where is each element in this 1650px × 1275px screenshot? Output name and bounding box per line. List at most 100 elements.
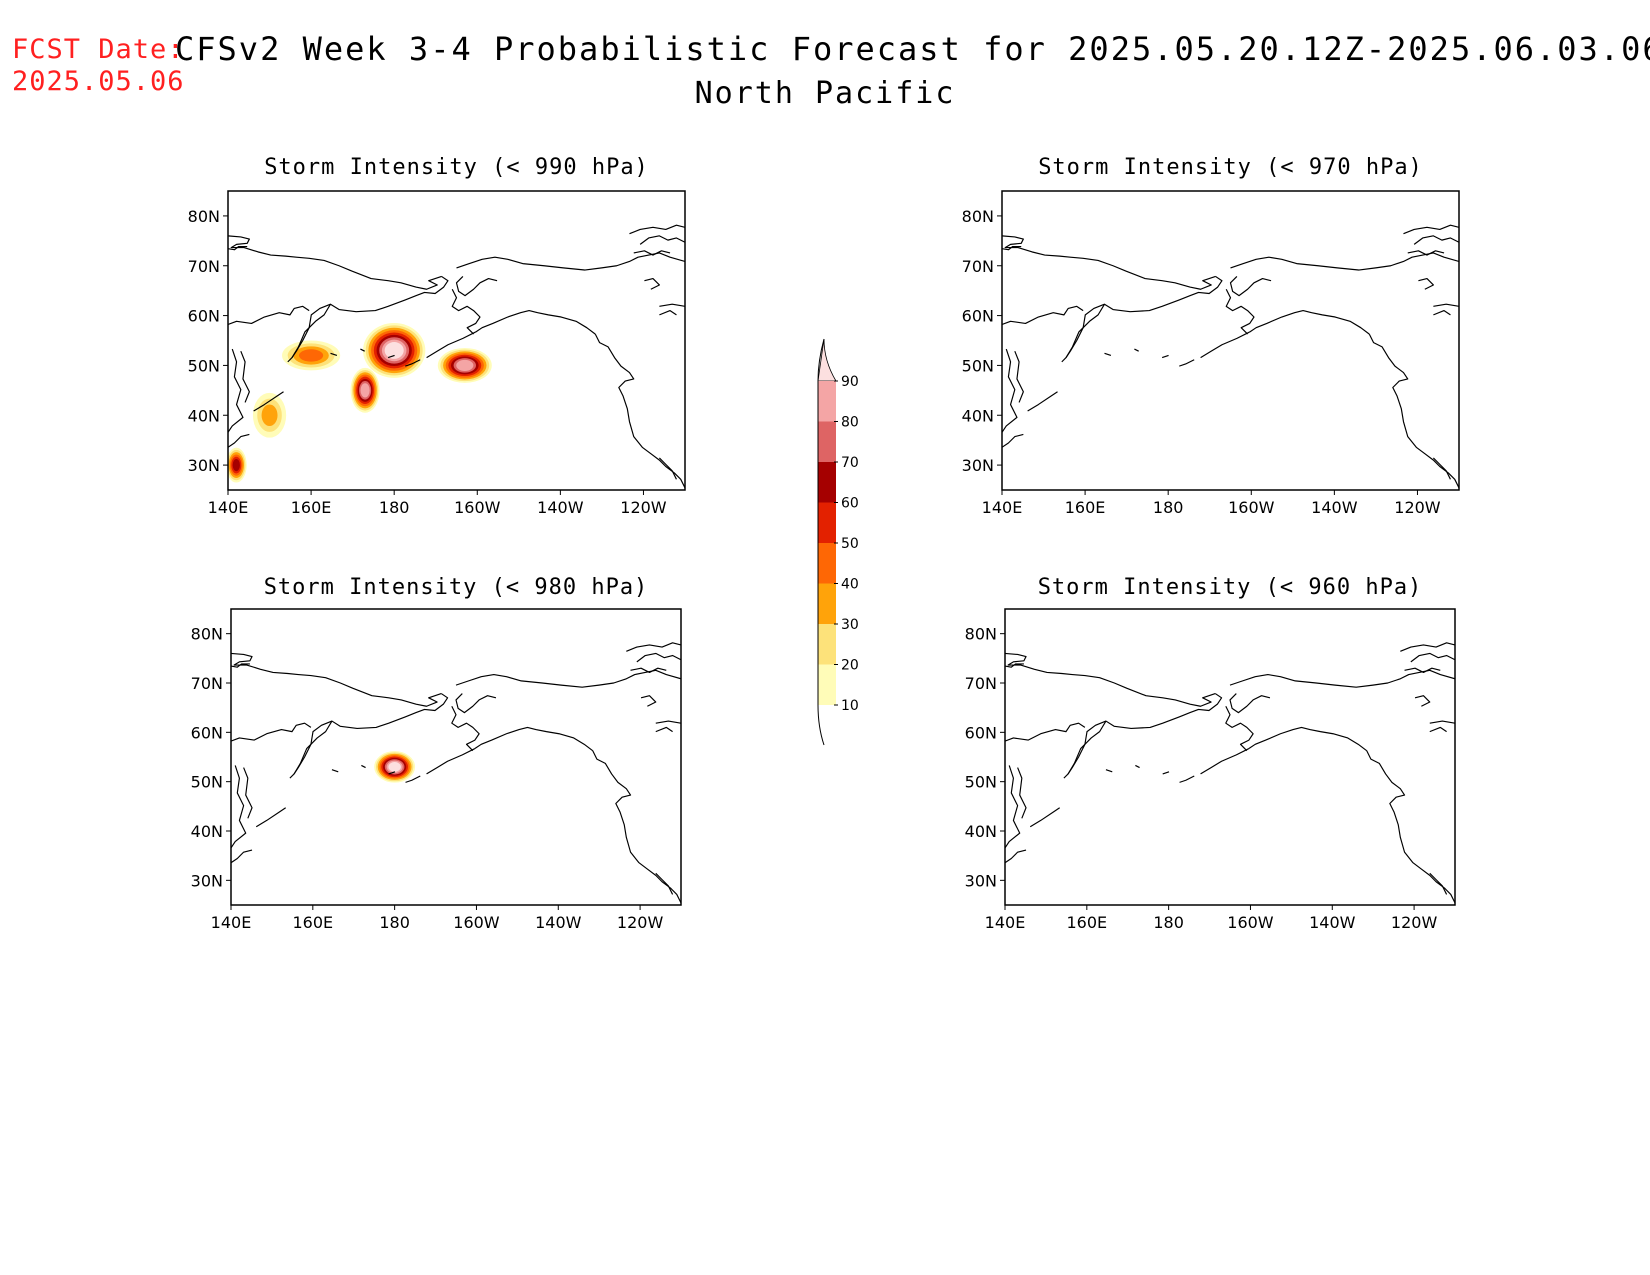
map-area xyxy=(1002,224,1459,489)
lon-tick-label: 120W xyxy=(1394,498,1441,517)
colorbar-label: 90 xyxy=(841,374,859,390)
lat-tick-label: 40N xyxy=(962,406,994,425)
map-area xyxy=(228,224,685,489)
colorbar-label: 60 xyxy=(841,496,859,512)
lat-tick-label: 40N xyxy=(188,406,220,425)
map-frame xyxy=(230,608,682,906)
map-area xyxy=(1005,642,1455,904)
colorbar: 10 20 30 40 50 60 70 80 90 xyxy=(817,338,859,746)
lat-tick-label: 60N xyxy=(962,307,994,326)
fcst-date-value: 2025.05.06 xyxy=(12,66,185,97)
page-subtitle: North Pacific xyxy=(694,76,956,111)
colorbar-label: 20 xyxy=(841,658,859,674)
lat-tick-label: 50N xyxy=(965,773,997,792)
lat-tick-label: 40N xyxy=(191,822,223,841)
map-panel-p990: Storm Intensity (< 990 hPa) 80N 70N 60N 50N 4… xyxy=(188,155,686,517)
colorbar-segment xyxy=(818,421,836,462)
colorbar-outline xyxy=(817,338,825,746)
colorbar-segment xyxy=(818,583,836,624)
lat-tick-label: 30N xyxy=(965,871,997,890)
map-panel-p980: Storm Intensity (< 980 hPa) 80N 70N 60N 50N 4… xyxy=(191,575,682,932)
lat-tick-label: 80N xyxy=(188,207,220,226)
lat-tick-label: 50N xyxy=(188,356,220,375)
prob-contour-60 xyxy=(232,458,240,472)
lon-tick-label: 140E xyxy=(982,498,1023,517)
lat-tick-label: 50N xyxy=(191,773,223,792)
forecast-date: FCST Date: 2025.05.06 xyxy=(12,34,185,98)
colorbar-label: 50 xyxy=(841,536,859,552)
lon-tick-label: 120W xyxy=(617,913,664,932)
prob-contour-40 xyxy=(299,349,324,362)
lon-tick-label: 120W xyxy=(620,498,667,517)
colorbar-bottom-extension xyxy=(818,705,836,745)
lon-tick-label: 140W xyxy=(1311,498,1358,517)
lat-tick-label: 60N xyxy=(188,307,220,326)
lon-tick-label: 180 xyxy=(1153,498,1184,517)
lat-tick-label: 80N xyxy=(191,625,223,644)
lon-tick-label: 180 xyxy=(1153,913,1184,932)
lon-tick-label: 140W xyxy=(1309,913,1356,932)
colorbar-label: 40 xyxy=(841,577,859,593)
colorbar-label: 70 xyxy=(841,455,859,471)
colorbar-label: 30 xyxy=(841,617,859,633)
colorbar-label: 10 xyxy=(841,698,859,714)
lon-tick-label: 140E xyxy=(208,498,249,517)
prob-contour-30 xyxy=(261,404,278,427)
colorbar-top-extension xyxy=(817,338,837,382)
map-frame xyxy=(1004,608,1456,906)
colorbar-segment xyxy=(818,462,836,503)
fcst-label: FCST Date: xyxy=(12,34,185,65)
page-title: CFSv2 Week 3-4 Probabilistic Forecast fo… xyxy=(175,30,1650,68)
map-area xyxy=(231,642,681,904)
colorbar-segment xyxy=(818,381,836,422)
prob-contour-80 xyxy=(360,383,370,398)
lon-tick-label: 140W xyxy=(535,913,582,932)
lon-tick-label: 120W xyxy=(1391,913,1438,932)
lon-tick-label: 160W xyxy=(454,498,501,517)
lat-tick-label: 30N xyxy=(962,456,994,475)
panel-title: Storm Intensity (< 990 hPa) xyxy=(264,155,649,180)
lon-tick-label: 160E xyxy=(291,498,332,517)
panel-title: Storm Intensity (< 980 hPa) xyxy=(264,575,649,600)
lat-tick-label: 70N xyxy=(191,674,223,693)
panel-title: Storm Intensity (< 970 hPa) xyxy=(1038,155,1423,180)
colorbar-segment xyxy=(818,543,836,584)
lat-tick-label: 30N xyxy=(188,456,220,475)
map-frame xyxy=(1001,190,1460,491)
lon-tick-label: 160E xyxy=(292,913,333,932)
lon-tick-label: 160E xyxy=(1066,913,1107,932)
lat-tick-label: 60N xyxy=(965,723,997,742)
prob-contour-90 xyxy=(384,342,404,359)
lon-tick-label: 180 xyxy=(379,498,410,517)
colorbar-label: 80 xyxy=(841,415,859,431)
panel-title: Storm Intensity (< 960 hPa) xyxy=(1038,575,1423,600)
lat-tick-label: 30N xyxy=(191,871,223,890)
lon-tick-label: 160W xyxy=(1228,498,1275,517)
colorbar-segment xyxy=(818,624,836,665)
map-frame xyxy=(227,190,686,491)
lat-tick-label: 80N xyxy=(962,207,994,226)
lat-tick-label: 70N xyxy=(962,257,994,276)
coastline xyxy=(1005,642,1455,904)
prob-contour-80 xyxy=(456,359,474,371)
lon-tick-label: 140W xyxy=(537,498,584,517)
lat-tick-label: 70N xyxy=(965,674,997,693)
lon-tick-label: 160W xyxy=(453,913,500,932)
colorbar-segment xyxy=(818,664,836,705)
lon-tick-label: 160E xyxy=(1065,498,1106,517)
map-panel-p970: Storm Intensity (< 970 hPa) 80N 70N 60N 50N 4… xyxy=(962,155,1460,517)
colorbar-segment xyxy=(818,502,836,543)
map-panel-p960: Storm Intensity (< 960 hPa) 80N 70N 60N 50N 4… xyxy=(965,575,1456,932)
lon-tick-label: 140E xyxy=(985,913,1026,932)
lon-tick-label: 140E xyxy=(211,913,252,932)
prob-contour-90 xyxy=(388,762,401,772)
coastline xyxy=(231,642,681,904)
lon-tick-label: 180 xyxy=(379,913,410,932)
lat-tick-label: 60N xyxy=(191,723,223,742)
lon-tick-label: 160W xyxy=(1227,913,1274,932)
lat-tick-label: 40N xyxy=(965,822,997,841)
lat-tick-label: 80N xyxy=(965,625,997,644)
lat-tick-label: 50N xyxy=(962,356,994,375)
lat-tick-label: 70N xyxy=(188,257,220,276)
